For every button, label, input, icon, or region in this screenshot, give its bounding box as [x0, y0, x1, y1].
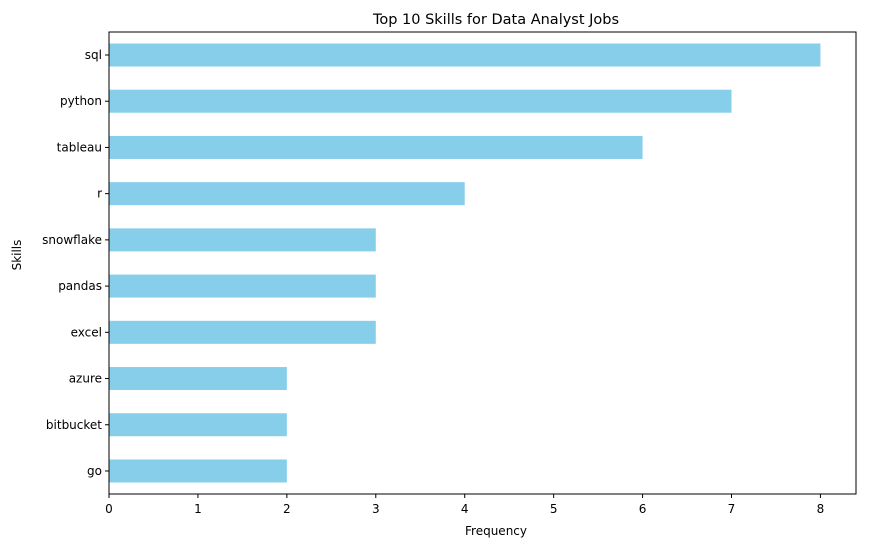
- y-tick-label: snowflake: [42, 233, 102, 247]
- bar-go: [109, 459, 287, 483]
- y-tick-label: azure: [69, 372, 102, 386]
- x-tick-label: 6: [639, 502, 647, 516]
- x-tick-label: 7: [728, 502, 736, 516]
- y-tick-label: pandas: [58, 279, 102, 293]
- bar-tableau: [109, 135, 643, 159]
- x-tick-label: 5: [550, 502, 558, 516]
- x-tick-label: 4: [461, 502, 469, 516]
- plot-frame: [108, 31, 857, 495]
- bar-azure: [109, 367, 287, 391]
- y-tick-label: r: [97, 187, 102, 201]
- y-tick-label: sql: [85, 48, 102, 62]
- x-tick-label: 2: [283, 502, 291, 516]
- bar-pandas: [109, 274, 376, 298]
- bar-bitbucket: [109, 413, 287, 437]
- bars-group: [109, 43, 821, 483]
- y-tick-label: bitbucket: [46, 418, 102, 432]
- x-tick-label: 0: [105, 502, 113, 516]
- bar-excel: [109, 320, 376, 344]
- y-tick-label: tableau: [57, 140, 102, 154]
- x-axis-label: Frequency: [465, 524, 527, 538]
- y-tick-label: go: [87, 464, 102, 478]
- x-tick-label: 3: [372, 502, 380, 516]
- bar-snowflake: [109, 228, 376, 252]
- chart-title: Top 10 Skills for Data Analyst Jobs: [372, 12, 619, 28]
- y-axis-ticks: sql python tableau r snowflake pandas excel azu…: [42, 48, 109, 478]
- x-tick-label: 8: [817, 502, 825, 516]
- y-tick-label: excel: [71, 325, 102, 339]
- bar-python: [109, 89, 732, 113]
- x-axis-ticks: 0 1 2 3 4 5 6 7 8: [105, 494, 824, 516]
- bar-r: [109, 182, 465, 206]
- x-tick-label: 1: [194, 502, 202, 516]
- y-axis-label: Skills: [10, 240, 24, 271]
- bar-sql: [109, 43, 821, 67]
- y-tick-label: python: [60, 94, 102, 108]
